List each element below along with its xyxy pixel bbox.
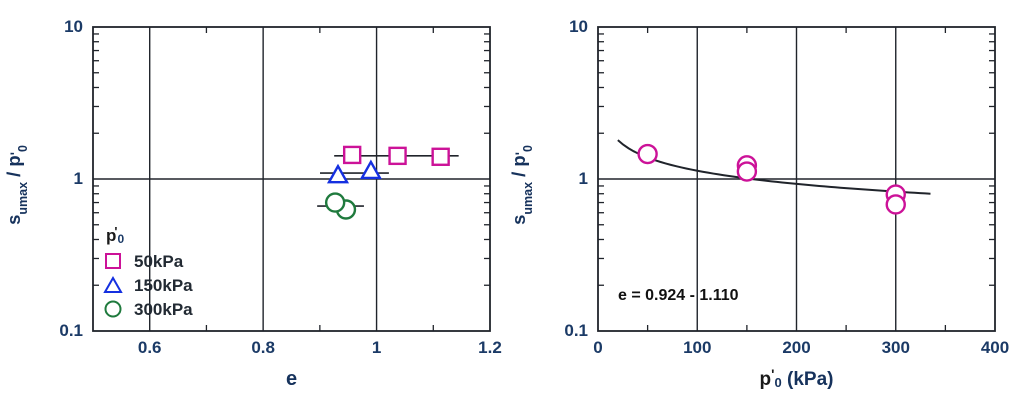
svg-text:50kPa: 50kPa [134, 252, 184, 271]
svg-text:1.2: 1.2 [478, 338, 502, 357]
svg-text:0.6: 0.6 [138, 338, 162, 357]
svg-text:300kPa: 300kPa [134, 300, 193, 319]
svg-text:p'0 (kPa): p'0 (kPa) [760, 366, 834, 390]
svg-text:150kPa: 150kPa [134, 276, 193, 295]
svg-text:100: 100 [683, 338, 711, 357]
svg-text:0.1: 0.1 [59, 321, 83, 340]
svg-text:1: 1 [579, 169, 588, 188]
svg-text:0: 0 [593, 338, 602, 357]
svg-text:e: e [286, 368, 297, 390]
svg-text:10: 10 [569, 17, 588, 36]
svg-text:0.8: 0.8 [251, 338, 275, 357]
svg-text:e = 0.924 - 1.110: e = 0.924 - 1.110 [618, 287, 739, 304]
svg-text:1: 1 [74, 169, 83, 188]
svg-text:10: 10 [64, 17, 83, 36]
svg-text:300: 300 [882, 338, 910, 357]
svg-text:200: 200 [782, 338, 810, 357]
svg-text:0.1: 0.1 [564, 321, 588, 340]
svg-text:1: 1 [372, 338, 381, 357]
svg-text:400: 400 [981, 338, 1009, 357]
